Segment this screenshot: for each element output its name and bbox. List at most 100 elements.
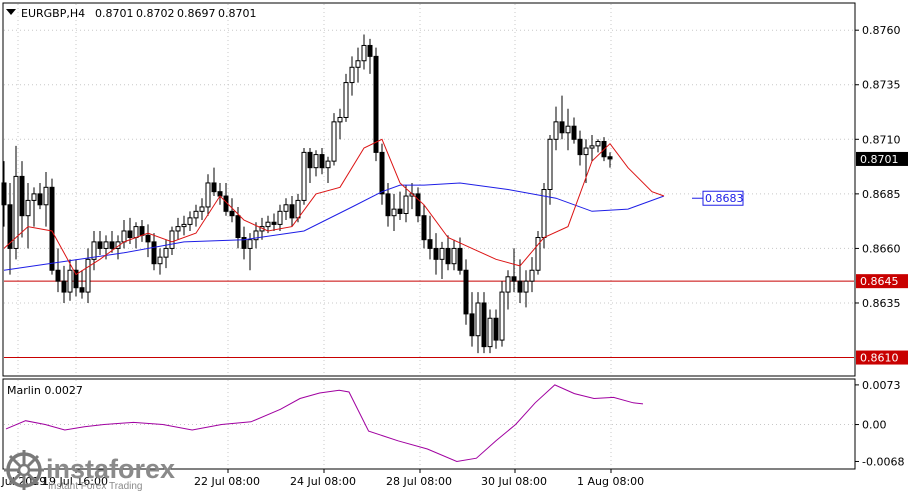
ma-fast-line: [3, 138, 665, 276]
candle-body-bull: [175, 226, 181, 232]
candle-body-bear: [571, 125, 577, 140]
candle-body-bull: [331, 121, 337, 162]
candle-body-bear: [481, 302, 487, 348]
time-tick-label: 28 Jul 08:00: [386, 475, 452, 488]
candle: [325, 156, 331, 183]
candle-body-bear: [415, 193, 421, 217]
candle: [535, 230, 541, 275]
candle-body-bull: [391, 208, 397, 217]
indicator-tick-label: -0.0068: [862, 455, 904, 468]
candle-body-bear: [511, 276, 517, 282]
candle: [511, 248, 517, 293]
candle: [241, 226, 247, 260]
candle: [397, 191, 403, 221]
candle-body-bull: [439, 247, 445, 260]
candle: [493, 309, 499, 349]
candle-body-bull: [157, 256, 163, 265]
logo-tagline: Instant Forex Trading: [48, 481, 143, 492]
candle-body-bear: [373, 55, 379, 153]
candle-body-bear: [577, 138, 583, 156]
candle: [421, 204, 427, 249]
candle-body-bull: [553, 121, 559, 140]
price-tick-label: 0.8710: [862, 133, 901, 146]
candle-body-bull: [475, 302, 481, 337]
candle-body-bear: [19, 175, 25, 217]
price-tick-label: 0.8685: [862, 188, 901, 201]
candle: [385, 182, 391, 227]
candle-body-bull: [505, 276, 511, 293]
candle-body-bull: [451, 247, 457, 265]
candle-body-bear: [607, 156, 613, 160]
candle-body-bull: [91, 241, 97, 260]
candle-body-bear: [139, 226, 145, 236]
candle-body-bear: [427, 239, 433, 249]
candle-body-bull: [247, 239, 253, 249]
indicator-tick-label: 0.0073: [862, 379, 901, 392]
candle-body-bull: [163, 247, 169, 258]
candle: [313, 150, 319, 177]
symbol-menu-arrow-icon[interactable]: [6, 9, 16, 15]
candle-body-bull: [301, 151, 307, 201]
candle-body-bull: [103, 241, 109, 249]
logo-emblem-icon: [4, 450, 44, 490]
candle: [379, 143, 385, 205]
price-axis[interactable]: 0.8760 0.8735 0.8710 0.8685 0.8660 0.8635 0.00…: [855, 24, 908, 468]
candle-body-bear: [289, 204, 295, 219]
candle: [349, 56, 355, 96]
price-tick-label: 0.8760: [862, 24, 901, 37]
candle: [157, 248, 163, 275]
candle-body-bull: [187, 217, 193, 225]
candle-body-bull: [595, 140, 601, 147]
candle-body-bull: [589, 145, 595, 149]
candle-body-bull: [67, 269, 73, 293]
candle-body-bull: [253, 230, 259, 241]
candle-body-bear: [73, 269, 79, 289]
candle-body-bear: [433, 247, 439, 260]
candle: [169, 226, 175, 255]
candle-body-bull: [403, 195, 409, 215]
candle-body-bear: [7, 204, 13, 249]
candle-body-bear: [517, 280, 523, 293]
high-value: 0.8702: [136, 7, 175, 20]
candle-body-bear: [397, 208, 403, 215]
candle-body-bear: [145, 234, 151, 243]
level-price-label: 0.8610: [860, 352, 899, 365]
candle: [151, 233, 157, 271]
candle-body-bull: [85, 258, 91, 293]
candle-body-bull: [25, 199, 31, 217]
candle: [37, 182, 43, 210]
candle-body-bull: [13, 175, 19, 249]
candle-body-bull: [355, 60, 361, 68]
level-price-label: 0.8645: [860, 275, 899, 288]
logo-name: instaforex: [46, 454, 175, 484]
candle-body-bull: [43, 186, 49, 206]
candle: [331, 113, 337, 166]
indicator-pane-frame[interactable]: [2, 378, 856, 470]
candle: [451, 239, 457, 271]
candle-body-bull: [361, 44, 367, 62]
candle-body-bull: [193, 210, 199, 219]
candle-body-bear: [559, 121, 565, 134]
candle-body-bear: [79, 287, 85, 293]
candle: [391, 193, 397, 231]
candle: [7, 182, 13, 275]
horizontal-levels[interactable]: 0.8645 0.8610: [4, 274, 908, 365]
candle: [271, 213, 277, 231]
candle-body-bull: [133, 226, 139, 239]
target-marker[interactable]: 0.8683: [692, 190, 744, 206]
symbol-label[interactable]: EURGBP,H4: [21, 7, 85, 20]
candle: [187, 211, 193, 231]
candle: [277, 204, 283, 231]
candle: [583, 139, 589, 183]
candle-body-bear: [421, 215, 427, 241]
candle-body-bear: [307, 151, 313, 169]
candle: [553, 106, 559, 151]
price-tick-label: 0.8735: [862, 79, 901, 92]
time-tick-label: 1 Aug 08:00: [577, 475, 644, 488]
candle: [67, 259, 73, 301]
candle: [565, 108, 571, 151]
close-value: 0.8701: [218, 7, 257, 20]
target-marker-box[interactable]: [702, 190, 744, 206]
